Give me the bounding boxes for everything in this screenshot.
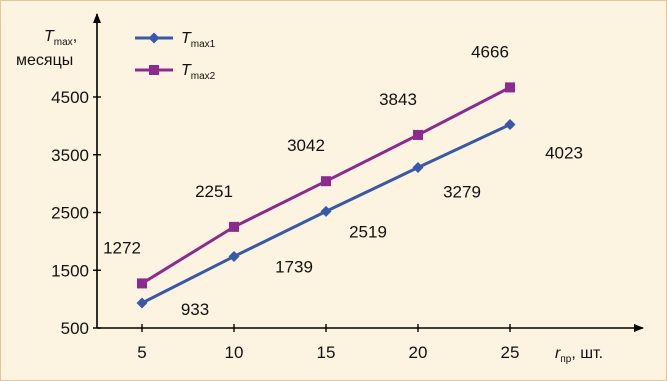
y-tick-label: 3500 xyxy=(51,146,89,165)
x-tick-label: 25 xyxy=(501,343,520,362)
data-label-series-1: 2519 xyxy=(349,222,387,241)
data-label-series-2: 4666 xyxy=(471,42,509,61)
data-point-series-2 xyxy=(137,278,147,289)
x-tick-label: 5 xyxy=(137,343,146,362)
data-label-series-2: 2251 xyxy=(195,182,233,201)
data-labels: 933 1739 2519 3279 4023 1272 2251 3042 3843 4666 xyxy=(103,42,583,319)
data-point-series-1 xyxy=(228,250,240,262)
data-point-series-2 xyxy=(505,82,515,93)
series-layer xyxy=(136,82,516,309)
y-tick-label: 500 xyxy=(61,319,89,338)
legend-marker-series-2 xyxy=(149,65,159,75)
data-point-series-1 xyxy=(504,119,516,131)
x-tick-label: 10 xyxy=(225,343,244,362)
y-axis-title: Tmax, xyxy=(44,28,77,48)
data-label-series-1: 3279 xyxy=(443,183,481,202)
y-tick-label: 4500 xyxy=(51,88,89,107)
data-point-series-2 xyxy=(413,129,423,140)
y-tick-label: 2500 xyxy=(51,204,89,223)
data-point-series-1 xyxy=(136,297,148,309)
x-axis-title: rпр, шт. xyxy=(555,345,603,365)
data-point-series-1 xyxy=(412,162,424,174)
axes xyxy=(93,13,644,332)
data-point-series-2 xyxy=(229,221,239,232)
data-point-series-1 xyxy=(320,205,332,217)
x-tick-label: 20 xyxy=(409,343,428,362)
data-label-series-2: 1272 xyxy=(103,238,141,257)
ticks: 500 1500 2500 3500 4500 5 10 15 20 25 xyxy=(51,88,519,362)
x-tick-label: 15 xyxy=(317,343,336,362)
legend-label-series-1: Tmax1 xyxy=(181,30,216,50)
data-label-series-2: 3843 xyxy=(379,90,417,109)
data-label-series-2: 3042 xyxy=(287,136,325,155)
y-tick-label: 1500 xyxy=(51,261,89,280)
data-label-series-1: 933 xyxy=(181,300,209,319)
legend-marker-series-1 xyxy=(148,32,160,44)
y-axis-title-line2: месяцы xyxy=(16,52,73,69)
legend: Tmax1 Tmax2 xyxy=(135,30,216,82)
data-label-series-1: 1739 xyxy=(275,257,313,276)
data-label-series-1: 4023 xyxy=(545,144,583,163)
legend-label-series-2: Tmax2 xyxy=(181,62,216,82)
data-point-series-2 xyxy=(321,176,331,187)
